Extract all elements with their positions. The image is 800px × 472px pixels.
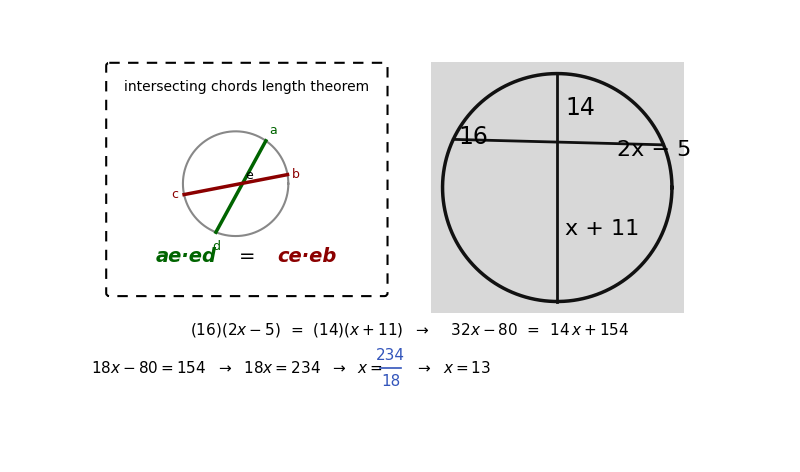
Text: $18x-80=154$  $\rightarrow$  $18x=234$  $\rightarrow$  $x=$: $18x-80=154$ $\rightarrow$ $18x=234$ $\r…: [91, 361, 383, 377]
Text: 14: 14: [565, 96, 595, 120]
Bar: [431, 62, 683, 313]
Text: $(16)(2x-5)$  =  $(14)(x+11)$  $\rightarrow$    $32x-80$  =  $14\,x+154$: $(16)(2x-5)$ = $(14)(x+11)$ $\rightarrow…: [190, 321, 630, 339]
Text: a: a: [270, 124, 278, 137]
Text: 18: 18: [381, 374, 400, 389]
FancyBboxPatch shape: [106, 63, 387, 296]
Text: intersecting chords length theorem: intersecting chords length theorem: [124, 80, 370, 94]
Text: e: e: [246, 169, 254, 182]
Text: 234: 234: [376, 348, 405, 363]
Text: x + 11: x + 11: [565, 219, 639, 239]
Text: =: =: [238, 246, 255, 266]
Text: b: b: [292, 168, 300, 181]
Text: d: d: [212, 240, 220, 253]
Text: c: c: [171, 188, 178, 201]
Text: $\rightarrow$  $x=13$: $\rightarrow$ $x=13$: [405, 361, 490, 377]
Text: ae·ed: ae·ed: [156, 246, 217, 266]
Text: ce·eb: ce·eb: [278, 246, 337, 266]
Text: 2x − 5: 2x − 5: [617, 140, 691, 160]
Text: 16: 16: [458, 125, 489, 149]
